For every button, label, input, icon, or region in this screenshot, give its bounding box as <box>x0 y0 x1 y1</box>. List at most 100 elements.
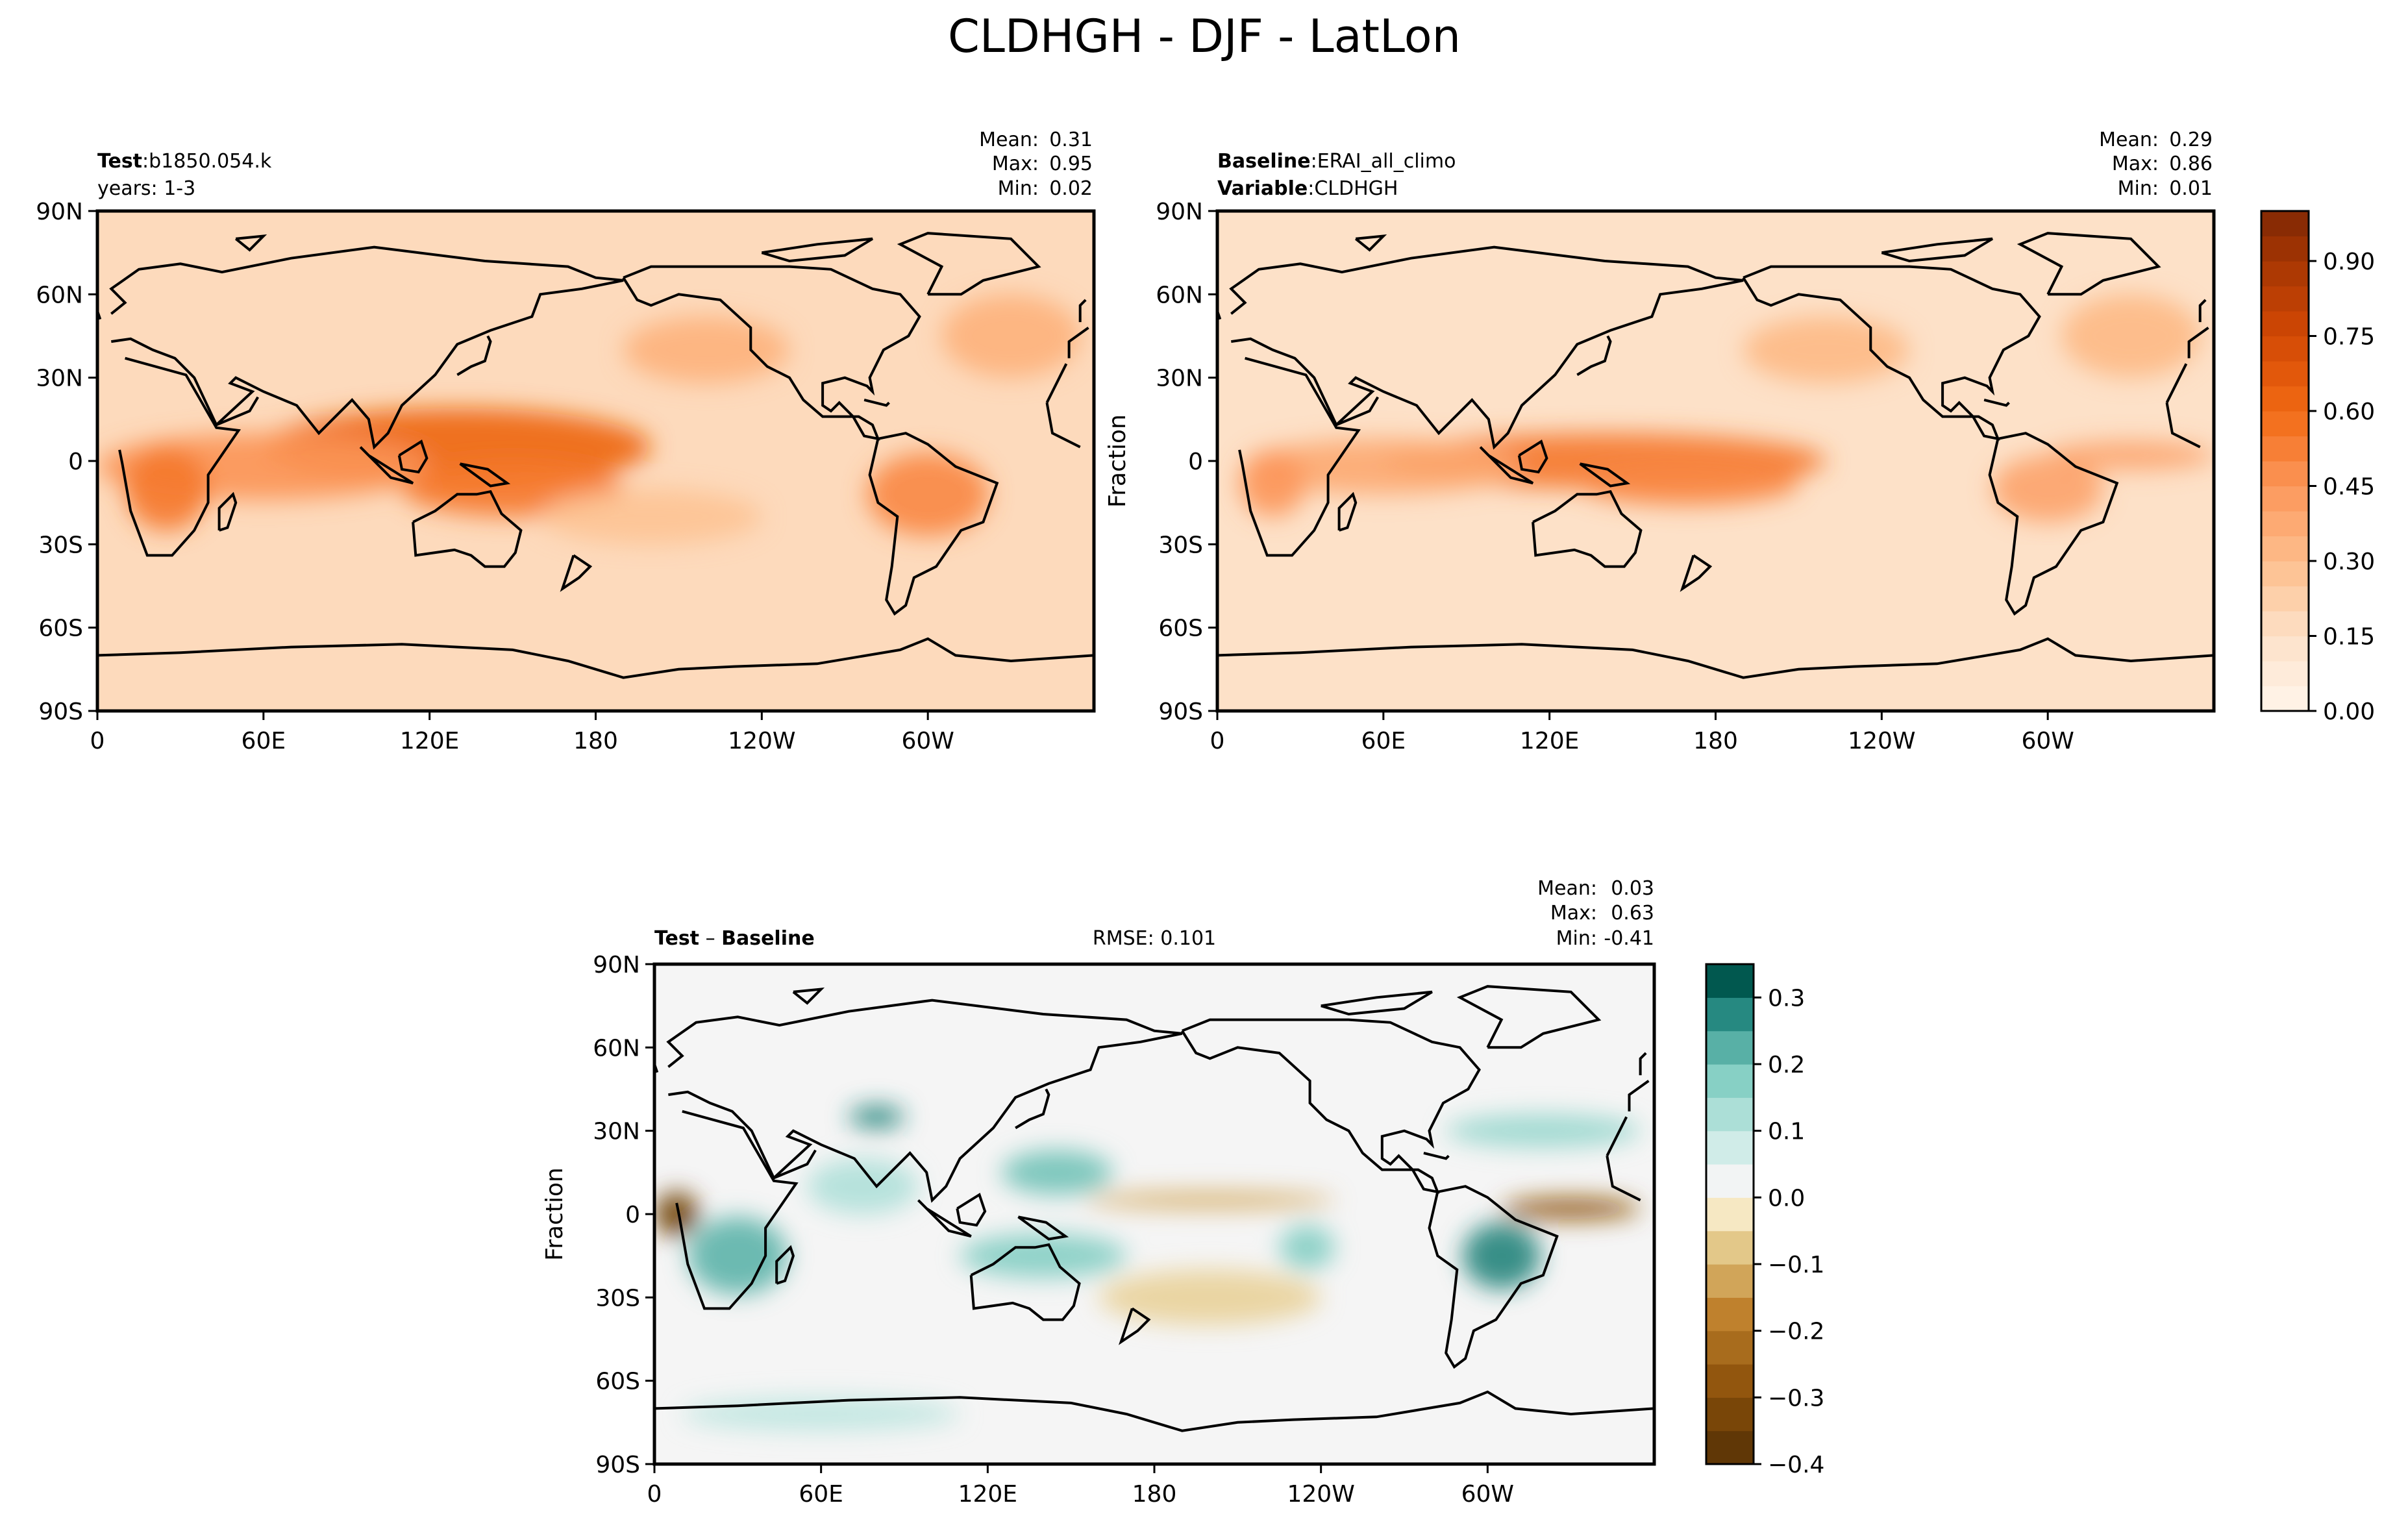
field-blob <box>2048 441 2214 469</box>
colorbar-level <box>2261 236 2309 262</box>
test-field <box>97 211 1094 711</box>
y-tick-label: 0 <box>625 1202 640 1228</box>
colorbar-tick-label: 0.75 <box>2323 324 2375 351</box>
y-tick-label: 60S <box>38 615 83 642</box>
x-tick-label: 60W <box>2021 728 2074 754</box>
field-blob <box>1239 449 1306 517</box>
coastline-segment <box>897 232 1041 296</box>
y-tick-label: 60N <box>36 282 83 308</box>
coastline-segment <box>1118 1307 1151 1345</box>
coastline-segment <box>217 491 238 532</box>
x-tick-label: 0 <box>647 1481 662 1508</box>
x-tick-label: 180 <box>1132 1481 1177 1508</box>
colorbar-tick-label: −0.4 <box>1768 1452 1824 1478</box>
colorbar-level <box>2261 336 2309 362</box>
coastline-segment <box>622 265 921 441</box>
coastline-segment <box>1078 299 1087 323</box>
field-anomalies <box>654 1106 1641 1431</box>
coastline-segment <box>775 1245 795 1285</box>
panel-test: Test:b1850.054.k years: 1-3 Mean: 0.31 M… <box>36 129 1096 754</box>
x-tick-label: 180 <box>573 728 618 754</box>
baseline-stat-max-label: Max: <box>2112 153 2159 175</box>
coastline-segment <box>1181 1018 1481 1194</box>
diff-stat-min-value: -0.41 <box>1604 927 1654 950</box>
colorbar-level <box>2261 286 2309 312</box>
diff-ylabel: Fraction <box>541 1167 568 1261</box>
field-blob <box>2061 294 2200 378</box>
baseline-axes: 0 60E 120E 180 120W 60W 90N 60N 30N 0 30S 60S 90S <box>1156 199 2074 754</box>
coastline-segment <box>761 237 873 263</box>
diff-stat-mean-label: Mean: <box>1537 877 1597 900</box>
colorbar-level <box>2261 511 2309 537</box>
colorbar-tick-label: 0.30 <box>2323 549 2375 575</box>
coastline-segment <box>1983 398 2010 407</box>
coastline-segment <box>109 245 624 450</box>
coastline-segment <box>2165 402 2201 449</box>
coastline-segment <box>1017 1215 1069 1241</box>
colorbar-level <box>1706 1097 1754 1132</box>
x-tick-label: 60E <box>242 728 286 754</box>
field-anomalies <box>1239 294 2214 523</box>
diff-stat-mean-value: 0.03 <box>1611 877 1654 900</box>
field-blob <box>1501 1197 1641 1220</box>
coastline-segment <box>917 1199 972 1238</box>
coastline-segment <box>1628 1080 1650 1112</box>
coastline-segment <box>868 432 999 616</box>
y-tick-label: 90S <box>38 699 83 725</box>
coastline-segment <box>118 356 242 557</box>
coastline-segment <box>1517 440 1548 474</box>
field-blob <box>1446 1114 1641 1148</box>
field-blob <box>941 294 1080 378</box>
coastline-segment <box>397 440 428 474</box>
colorbar-tick-label: 0.60 <box>2323 399 2375 425</box>
colorbar-level <box>1706 1230 1754 1265</box>
panel-baseline: Baseline:ERAI_all_climo Variable:CLDHGH … <box>1104 129 2216 754</box>
coastline-segment <box>666 999 1183 1203</box>
coastline-segment <box>1238 356 1361 557</box>
diff-stat-max-label: Max: <box>1550 902 1597 925</box>
coastline-segment <box>1428 1185 1559 1369</box>
x-tick-label: 60E <box>799 1481 843 1508</box>
coastline-segment <box>1423 1151 1450 1160</box>
colorbar-level <box>1706 1264 1754 1298</box>
coastline-segment <box>1576 335 1612 377</box>
colorbar-tick-label: −0.3 <box>1768 1385 1824 1411</box>
colorbar-level <box>2261 436 2309 462</box>
colorbar-level <box>1706 1064 1754 1098</box>
colorbar-level <box>2261 636 2309 662</box>
colorbar-level <box>1706 1030 1754 1065</box>
coastline-segment <box>654 1390 1654 1432</box>
coastline-segment <box>459 462 511 488</box>
coastline-segment <box>1532 490 1643 568</box>
colorbar-level <box>2261 686 2309 712</box>
colorbar-level <box>2261 261 2309 287</box>
colorbar-tick-label: 0.0 <box>1768 1185 1805 1212</box>
coastline-segment <box>792 987 825 1005</box>
field-blob <box>1085 1191 1335 1209</box>
diff-stat-max-value: 0.63 <box>1611 902 1654 925</box>
colorbar-level <box>1706 1297 1754 1332</box>
test-stat-mean-label: Mean: <box>979 129 1039 151</box>
x-tick-label: 60E <box>1361 728 1406 754</box>
coastline-segment <box>1045 363 1068 404</box>
baseline-stat-max-value: 0.86 <box>2169 153 2213 175</box>
y-tick-label: 30N <box>1156 366 1203 392</box>
x-tick-label: 0 <box>90 728 105 754</box>
field-blob <box>1992 455 2104 523</box>
coastline-segment <box>1742 265 2041 441</box>
colorbar-level <box>1706 1364 1754 1398</box>
y-tick-label: 0 <box>68 449 83 475</box>
colorbar-level <box>2261 386 2309 412</box>
test-axes: 0 60E 120E 180 120W 60W 90N 60N 30N 0 30S 60S 90S <box>36 199 954 754</box>
coastline-segment <box>1335 396 1380 427</box>
colorbar-frame <box>2260 210 2310 712</box>
diff-coastlines <box>654 985 1654 1432</box>
y-tick-label: 90N <box>1156 199 1203 225</box>
y-tick-label: 90S <box>1158 699 1203 725</box>
diff-stat-min-label: Min: <box>1556 927 1597 950</box>
y-tick-label: 30S <box>1158 532 1203 558</box>
coastline-segment <box>97 637 1094 679</box>
colorbar-level <box>2261 461 2309 487</box>
coastline-segment <box>2198 299 2207 323</box>
field-blob <box>849 1106 904 1128</box>
